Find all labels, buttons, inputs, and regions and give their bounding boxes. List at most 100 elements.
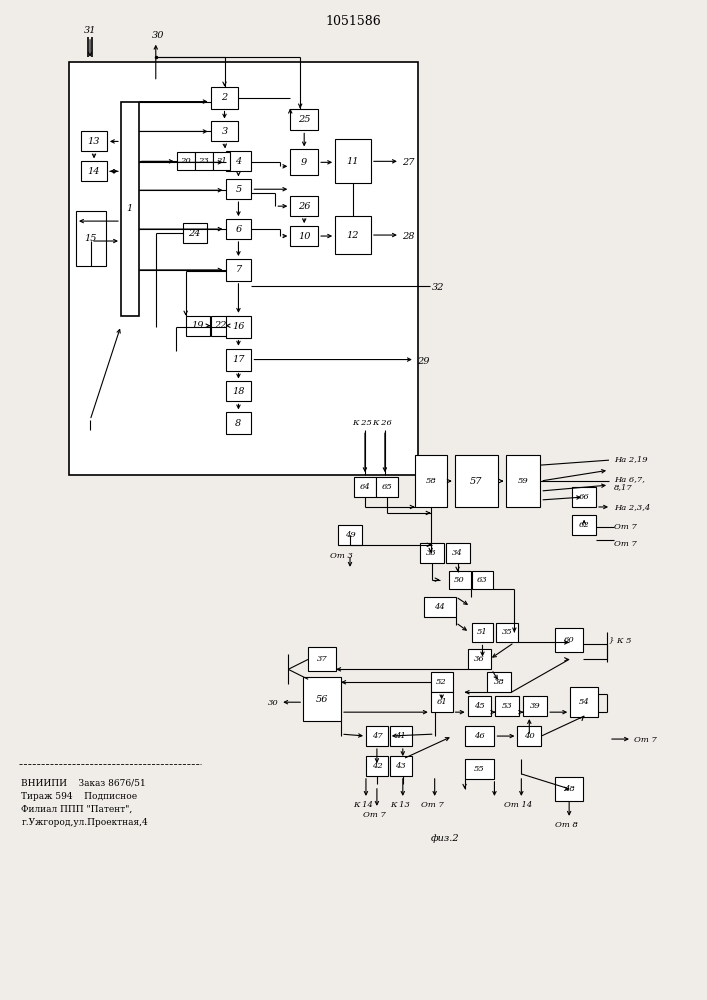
Text: На 2,3,4: На 2,3,4 [614,503,650,511]
Bar [487,672,511,692]
Text: К 13: К 13 [390,801,410,809]
Text: 57: 57 [470,477,483,486]
Bar [449,571,471,589]
Bar [431,672,452,692]
Text: 16: 16 [232,322,245,331]
Bar [376,477,398,497]
Bar [570,687,598,717]
Bar [186,316,209,336]
Bar [464,726,494,746]
Bar [455,455,498,507]
Text: 51: 51 [477,628,488,636]
Bar [81,131,107,151]
Text: От 7: От 7 [614,540,637,548]
Bar [213,152,230,170]
Text: 11: 11 [346,157,359,166]
Text: От 7: От 7 [421,801,444,809]
Bar [226,316,252,338]
Bar [464,759,494,779]
Text: 53: 53 [502,702,513,710]
Text: 22: 22 [214,321,227,330]
Bar [226,259,252,281]
Text: 36: 36 [474,655,485,663]
Bar [496,696,520,716]
Bar [335,216,371,254]
Bar [226,349,252,371]
Text: 20: 20 [180,157,191,165]
Bar [472,623,493,642]
Bar [390,756,411,776]
Bar [572,515,596,535]
Text: Тираж 594    Подписное: Тираж 594 Подписное [21,792,137,801]
Text: 15: 15 [85,234,98,243]
Bar [496,623,518,642]
Text: 47: 47 [372,732,382,740]
Text: 14: 14 [88,167,100,176]
Bar [291,226,318,246]
Text: 1051586: 1051586 [325,15,381,28]
Text: 45: 45 [474,702,485,710]
Text: 5: 5 [235,185,242,194]
Bar [338,525,362,545]
Bar [467,649,491,669]
Text: 30: 30 [267,699,279,707]
Bar [211,121,238,141]
Bar [366,726,388,746]
Text: 58: 58 [426,477,436,485]
Text: 9: 9 [301,158,308,167]
Bar [308,647,336,671]
Bar [467,696,491,716]
Text: Филиал ППП "Патент",: Филиал ППП "Патент", [21,805,132,814]
Text: 43: 43 [395,762,407,770]
Bar [420,543,444,563]
Text: 40: 40 [524,732,534,740]
Bar [555,777,583,801]
Bar [69,62,418,475]
Text: 10: 10 [298,232,310,241]
Bar [335,139,371,183]
Text: От 7: От 7 [614,523,637,531]
Bar [177,152,194,170]
Text: 54: 54 [579,698,590,706]
Text: 60: 60 [563,636,575,644]
Bar [366,756,388,776]
Bar [472,571,493,589]
Bar [303,677,341,721]
Text: 63: 63 [477,576,488,584]
Text: 44: 44 [434,603,445,611]
Text: На 6,7,: На 6,7, [614,475,645,483]
Bar [291,149,318,175]
Text: } К 5: } К 5 [609,636,631,644]
Text: 50: 50 [454,576,465,584]
Bar [226,219,252,239]
Text: 13: 13 [88,137,100,146]
Text: ВНИИПИ    Заказ 8676/51: ВНИИПИ Заказ 8676/51 [21,779,146,788]
Text: 19: 19 [192,321,204,330]
Text: 34: 34 [452,549,463,557]
Bar [415,455,447,507]
Text: 18: 18 [232,387,245,396]
Text: 23: 23 [198,157,209,165]
Text: 30: 30 [152,31,164,40]
Text: 62: 62 [579,521,590,529]
Bar [445,543,469,563]
Text: 25: 25 [298,115,310,124]
Bar [226,179,252,199]
Text: 6: 6 [235,225,242,234]
Text: 17: 17 [232,355,245,364]
Text: 35: 35 [502,628,513,636]
Text: 1: 1 [127,204,133,213]
Text: 64: 64 [360,483,370,491]
Text: 55: 55 [474,765,485,773]
Bar [506,455,540,507]
Bar [121,102,139,316]
Text: 66: 66 [579,493,590,501]
Text: 46: 46 [474,732,485,740]
Text: 56: 56 [316,695,328,704]
Text: 27: 27 [402,158,414,167]
Text: 37: 37 [317,655,327,663]
Text: От 14: От 14 [504,801,532,809]
Text: 8: 8 [235,419,242,428]
Text: 42: 42 [372,762,382,770]
Bar [431,692,452,712]
